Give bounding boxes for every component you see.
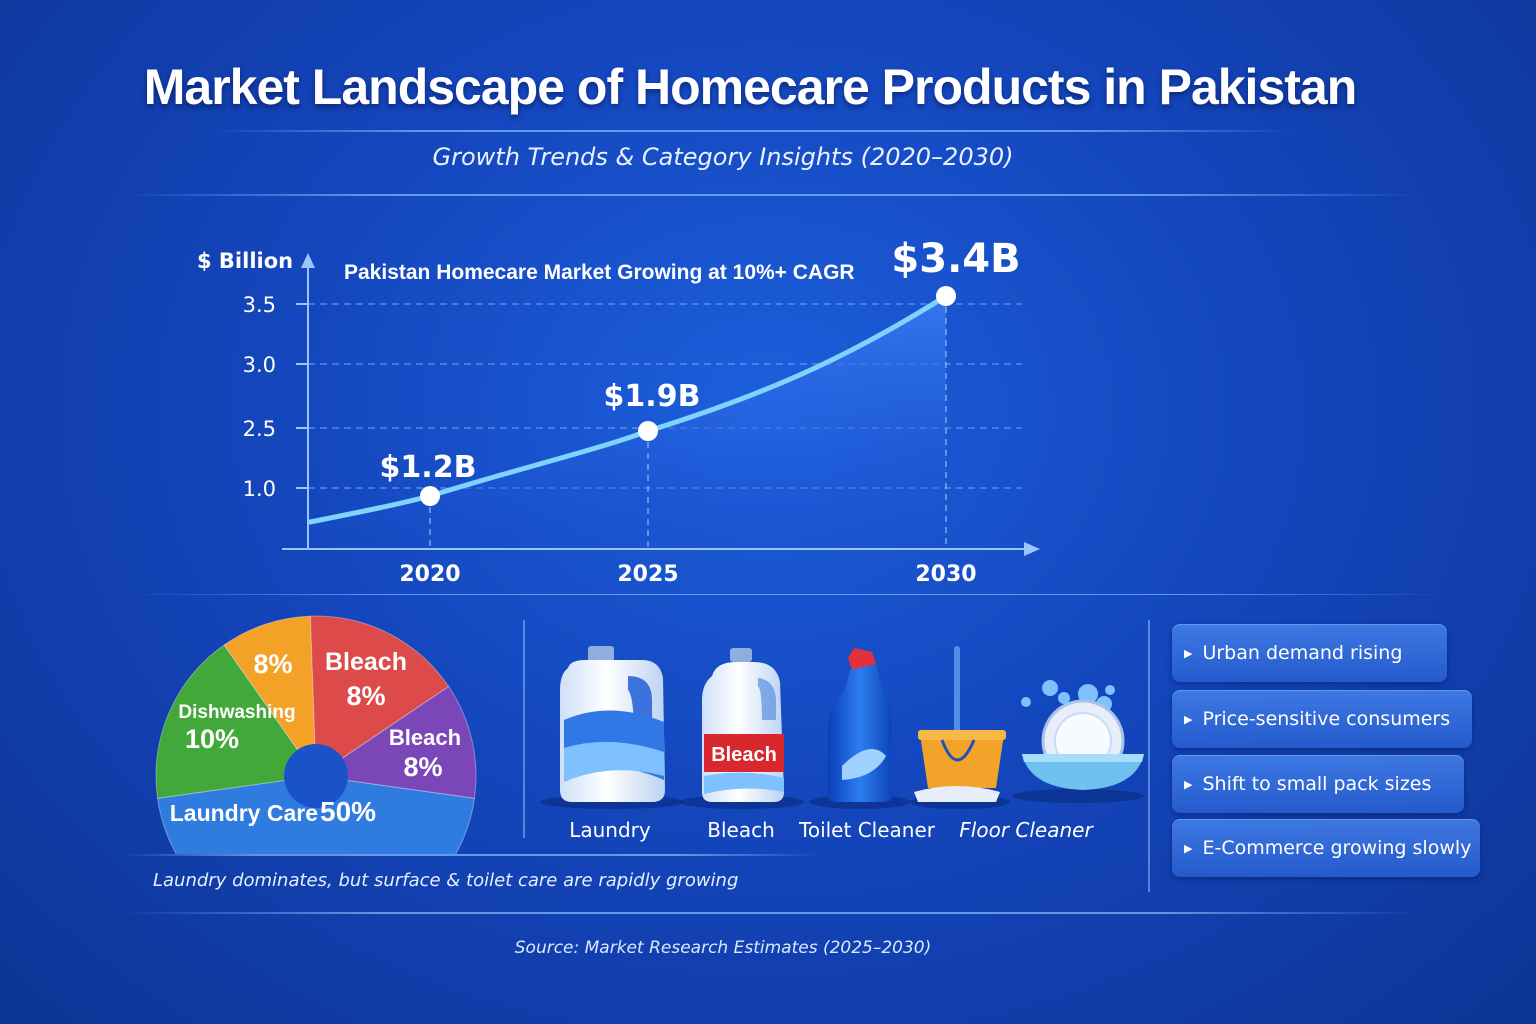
bullet-triangle-icon: ▶ [1184, 646, 1193, 660]
bleach-badge: Bleach [711, 744, 777, 766]
pie-label-bleach-red-name: Bleach [325, 648, 407, 676]
y-axis-arrow [301, 253, 315, 268]
product-label-bleach: Bleach [707, 818, 775, 842]
market-area-fill [310, 296, 946, 549]
pie-center-hub [284, 744, 348, 808]
data-point-2020 [420, 486, 440, 506]
x-axis-arrow [1024, 542, 1040, 556]
data-points [420, 286, 956, 506]
product-label-toilet-cleaner: Toilet Cleaner [799, 818, 935, 842]
subtitle-divider [120, 194, 1420, 196]
data-label-2020: $1.2B [380, 450, 477, 485]
data-labels: $1.2B $1.9B $3.4B [380, 236, 1021, 485]
page-title: Market Landscape of Homecare Products in… [143, 59, 1358, 115]
x-tick-label: 2020 [399, 562, 460, 587]
pie-label-dishwashing-value: 10% [185, 724, 239, 754]
chart-annotation: Pakistan Homecare Market Growing at 10%+… [344, 261, 855, 284]
insight-card-price-sensitive: ▶ Price-sensitive consumers [1172, 690, 1472, 748]
insight-card-urban-demand: ▶ Urban demand rising [1172, 624, 1447, 682]
products-insights-divider [1148, 620, 1150, 892]
x-tick-label: 2030 [915, 562, 976, 587]
product-label-floor-cleaner: Floor Cleaner [959, 818, 1093, 842]
mop-bucket-icon [914, 646, 1006, 802]
dishes-bowl-icon [1021, 680, 1144, 790]
pie-slice-0 [156, 775, 476, 854]
y-axis-label: $ Billion [197, 249, 293, 273]
data-point-2025 [638, 421, 658, 441]
y-tick-labels: 1.0 2.5 3.0 3.5 [243, 293, 276, 501]
pie-slices [155, 615, 477, 854]
y-tick-label: 2.5 [243, 417, 276, 441]
pie-slice-4 [314, 685, 477, 799]
point-drop-lines [429, 296, 947, 549]
insight-text: Price-sensitive consumers [1202, 708, 1451, 730]
footer-divider [120, 912, 1420, 914]
bullet-triangle-icon: ▶ [1184, 712, 1193, 726]
product-label-laundry: Laundry [569, 818, 651, 842]
insight-text: Urban demand rising [1202, 642, 1403, 664]
bullet-triangle-icon: ▶ [1184, 777, 1193, 791]
source-note: Source: Market Research Estimates (2025–… [514, 938, 932, 958]
title-divider [210, 130, 1295, 132]
laundry-detergent-bottle-icon [560, 646, 665, 802]
market-growth-chart: $ Billion Pakistan Homecare Market Growi… [197, 236, 1040, 587]
pie-label-laundry-name: Laundry Care [170, 800, 318, 826]
bullet-triangle-icon: ▶ [1184, 841, 1193, 855]
pie-products-divider [523, 620, 525, 838]
bleach-bottle-icon: Bleach [702, 648, 784, 802]
pie-label-dishwashing-name: Dishwashing [178, 702, 295, 723]
pie-slice-1 [155, 644, 317, 799]
data-point-2030 [936, 286, 956, 306]
data-label-2030: $3.4B [891, 236, 1020, 282]
y-tick-label: 3.0 [243, 353, 276, 377]
pie-slice-3 [309, 615, 450, 777]
pie-caption: Laundry dominates, but surface & toilet … [153, 870, 739, 891]
section-divider [120, 594, 1450, 595]
product-icons-row: Bleach [540, 646, 1144, 809]
insight-text: Shift to small pack sizes [1202, 773, 1432, 795]
pie-label-laundry-value: 50% [320, 796, 376, 827]
pie-label-orange-value: 8% [253, 649, 292, 679]
x-tick-label: 2025 [617, 562, 678, 587]
pie-slice-2 [223, 615, 317, 778]
pie-base-line [120, 854, 820, 856]
pie-label-bleach-purple-name: Bleach [389, 725, 461, 750]
market-trend-line [307, 293, 949, 525]
y-tick-label: 1.0 [243, 477, 276, 501]
data-label-2025: $1.9B [604, 379, 701, 414]
page-subtitle: Growth Trends & Category Insights (2020–… [432, 143, 1014, 171]
y-tick-label: 3.5 [243, 293, 276, 317]
insight-card-small-packs: ▶ Shift to small pack sizes [1172, 755, 1464, 813]
insight-text: E-Commerce growing slowly [1202, 837, 1472, 859]
insight-card-ecommerce: ▶ E-Commerce growing slowly [1172, 819, 1480, 877]
pie-label-bleach-purple-value: 8% [403, 752, 442, 782]
x-tick-labels: 2020 2025 2030 [399, 562, 976, 587]
toilet-cleaner-bottle-icon [828, 648, 892, 802]
pie-label-bleach-red-value: 8% [346, 681, 385, 711]
